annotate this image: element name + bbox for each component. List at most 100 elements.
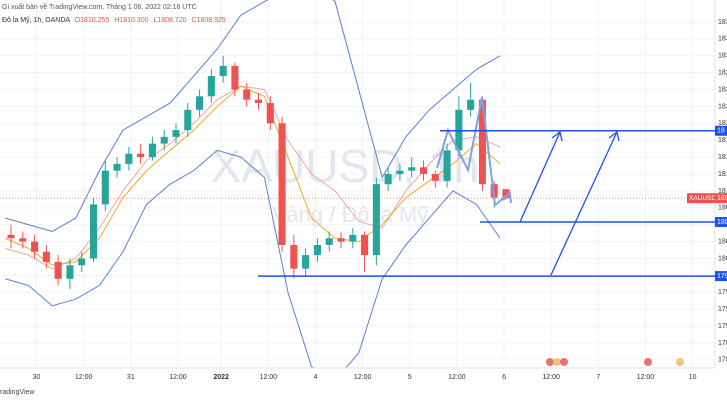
indicator-line [4, 0, 501, 233]
instrument-line: Đô la Mỹ, 1h, OANDA O1810.255 H1810.300 … [2, 17, 226, 24]
y-tick-label: 182 [718, 69, 727, 76]
x-tick-label: 6 [502, 374, 506, 381]
candle-body [337, 238, 345, 242]
y-tick-label: 181 [718, 154, 727, 161]
event-icons [546, 358, 684, 366]
candle-body [89, 204, 98, 259]
candle-body [431, 174, 439, 181]
candle-body [467, 99, 475, 110]
candle-body [243, 89, 251, 100]
x-tick-label: 12:00 [260, 374, 278, 381]
x-tick-label: 12:00 [448, 374, 466, 381]
x-tick-label: 12:00 [75, 374, 93, 381]
level-label: 18 [717, 128, 725, 135]
candle-body [19, 238, 27, 242]
x-tick-label: 12:00 [169, 374, 187, 381]
x-tick-label: 5 [408, 374, 412, 381]
ohlc-open: O1810.255 [75, 17, 110, 24]
y-tick-label: 183 [718, 19, 727, 26]
candle-body [7, 234, 15, 239]
candle-body [137, 153, 145, 158]
candle-body [478, 99, 486, 185]
y-tick-label: 182 [718, 120, 727, 127]
y-tick-label: 180 [718, 205, 727, 212]
ohlc-high: H1810.300 [114, 17, 148, 24]
x-tick-label: 4 [314, 374, 318, 381]
candle-body [148, 143, 156, 158]
candle-body [302, 255, 310, 269]
grid [0, 0, 715, 368]
watermark-name: Vàng / Đô la Mỹ [272, 202, 429, 227]
candle-body [42, 251, 50, 262]
y-tick-label: 181 [718, 171, 727, 178]
candle-body [101, 170, 109, 205]
level-tag [715, 217, 727, 228]
arrow-head [502, 190, 512, 204]
arrow [550, 131, 618, 276]
candle-body [325, 238, 333, 245]
y-tick-label: 180 [718, 238, 727, 245]
arrow-head [608, 130, 620, 142]
indicator-line [4, 85, 501, 270]
candle-body [396, 170, 404, 175]
arrow [519, 131, 561, 223]
y-tick-label: 181 [718, 188, 727, 195]
symbol-tag: XAUUSD [689, 195, 716, 202]
footer-brand: radingView [0, 389, 35, 396]
y-tick-label: 183 [718, 36, 727, 43]
event-flag [546, 358, 554, 366]
candle-body [502, 189, 510, 199]
ohlc-low: L1808.720 [153, 17, 186, 24]
y-tick-label: 181 [718, 137, 727, 144]
arrow-head [551, 130, 563, 142]
last-price-label: 180 [717, 195, 727, 202]
candle-body [419, 167, 428, 175]
event-flag [676, 358, 684, 366]
x-tick-label: 30 [33, 374, 41, 381]
symbol-tag-box [687, 193, 715, 204]
candle-body [384, 174, 392, 185]
x-tick-label: 2022 [213, 374, 229, 381]
candle-body [408, 167, 416, 171]
x-tick-label: 31 [127, 374, 135, 381]
candle-body [66, 265, 74, 279]
y-tick-label: 183 [718, 53, 727, 60]
y-tick-label: 178 [718, 357, 727, 364]
candle-body [207, 76, 215, 97]
candle-body [313, 244, 321, 256]
y-tick-label: 182 [718, 103, 727, 110]
x-tick-label: 7 [596, 374, 600, 381]
candle-body [113, 163, 121, 171]
candle-body [196, 96, 204, 110]
event-flag [644, 358, 652, 366]
zigzag [436, 96, 511, 207]
candle-body [125, 153, 133, 164]
candle-body [254, 99, 263, 104]
x-tick-label: 12:00 [354, 374, 372, 381]
candle-body [266, 103, 274, 124]
candle-body [219, 65, 227, 77]
watermark-symbol: XAUUSD, 1h [211, 140, 479, 192]
candle-body [54, 261, 62, 279]
candle-body [31, 241, 39, 252]
candle-body [372, 184, 380, 256]
level-tag [715, 125, 727, 136]
ohlc-close: C1808.925 [192, 17, 226, 24]
y-tick-label: 179 [718, 306, 727, 313]
indicator-line [4, 149, 501, 368]
y-tick-label: 182 [718, 86, 727, 93]
candle-body [231, 65, 239, 90]
candle-body [349, 234, 357, 242]
y-tick-label: 180 [718, 255, 727, 262]
candle-body [278, 123, 286, 245]
x-tick-label: 12:00 [637, 374, 655, 381]
candle-body [184, 109, 192, 131]
published-note: Gi xuất bản về TradingView.com, Tháng 1 … [2, 2, 197, 11]
last-price-box [715, 193, 727, 204]
candle-body [160, 136, 168, 144]
y-tick-label: 178 [718, 340, 727, 347]
event-flag [560, 358, 568, 366]
indicator-line [4, 85, 501, 266]
y-tick-label: 179 [718, 323, 727, 330]
